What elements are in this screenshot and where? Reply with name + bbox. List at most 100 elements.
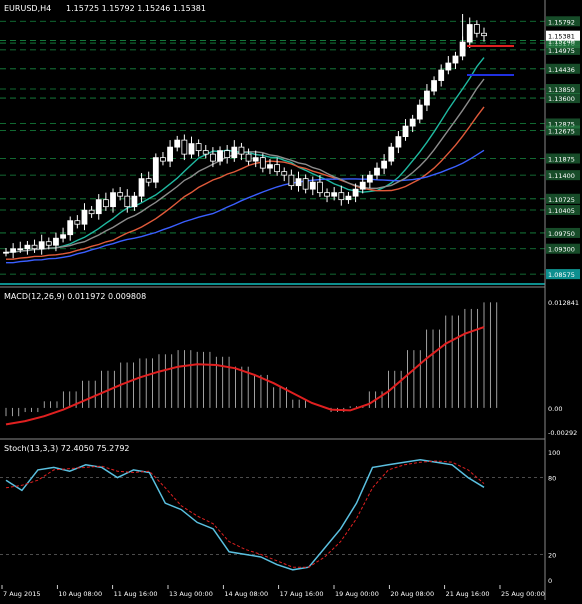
candle-body <box>409 118 416 127</box>
candle-body <box>31 244 38 250</box>
price-label-bg <box>546 243 580 254</box>
candle-body <box>331 192 338 197</box>
support-price-label: 1.08575 <box>548 271 575 279</box>
candle-body <box>317 181 323 194</box>
level-lines[interactable] <box>467 45 514 76</box>
candle-body <box>402 125 409 138</box>
time-label: 10 Aug 08:00 <box>58 590 102 598</box>
macd-panel[interactable] <box>0 289 545 437</box>
time-label: 19 Aug 00:00 <box>335 590 379 598</box>
price-label: 1.11400 <box>548 172 575 180</box>
candle-body <box>274 164 281 173</box>
price-label: 1.15792 <box>548 18 575 26</box>
price-label: 1.13600 <box>548 95 575 103</box>
candle-body <box>224 150 231 159</box>
moving-average-line <box>6 106 485 260</box>
candle-body <box>431 80 437 92</box>
price-label-bg <box>546 63 580 74</box>
candle-body <box>345 195 352 201</box>
macd-scale-label: 0.012841 <box>548 299 579 307</box>
candle-body <box>217 150 223 162</box>
price-label-bg <box>546 93 580 104</box>
price-label: 1.12675 <box>548 127 575 135</box>
time-label: 13 Aug 00:00 <box>169 590 213 598</box>
candle-body <box>74 220 81 225</box>
candle-body <box>45 241 52 246</box>
candle-body <box>388 146 395 162</box>
price-label: 1.10725 <box>548 196 575 204</box>
candle-body <box>17 248 24 251</box>
macd-histogram <box>5 302 498 417</box>
candle-body <box>124 195 131 208</box>
candle-body <box>110 192 116 208</box>
candle-body <box>466 24 473 43</box>
candle-body <box>209 153 216 162</box>
candle-body <box>324 192 330 197</box>
candle-body <box>416 104 423 120</box>
candle-body <box>152 157 159 183</box>
candle-body <box>81 209 88 225</box>
candle-body <box>395 136 402 148</box>
candle-body <box>381 160 388 169</box>
candle-body <box>231 146 238 159</box>
price-label-bg <box>546 205 580 216</box>
price-label: 1.12875 <box>548 120 575 128</box>
candle-body <box>188 143 195 155</box>
candle-body <box>295 178 302 187</box>
price-label: 1.10405 <box>548 207 575 215</box>
macd-title: MACD(12,26,9) 0.011972 0.009808 <box>4 292 146 301</box>
candle-body <box>267 164 273 169</box>
price-grid <box>0 20 545 275</box>
candle-body <box>252 157 259 162</box>
time-label: 7 Aug 2015 <box>3 590 41 598</box>
price-label: 1.09300 <box>548 246 575 254</box>
price-label-bg <box>546 84 580 95</box>
price-label-bg <box>546 16 580 27</box>
current-price-label: 1.15381 <box>548 33 575 41</box>
time-label: 20 Aug 08:00 <box>390 590 434 598</box>
ohlc-values: 1.15725 1.15792 1.15246 1.15381 <box>66 4 206 13</box>
candle-body <box>117 192 124 197</box>
time-label: 21 Aug 16:00 <box>446 590 490 598</box>
stoch-panel[interactable] <box>0 441 545 585</box>
stoch-title: Stoch(13,3,3) 72.4050 75.2792 <box>4 444 130 453</box>
candle-body <box>281 171 288 176</box>
candle-body <box>24 244 31 250</box>
stoch-main-line <box>5 458 485 571</box>
candle-body <box>338 192 345 201</box>
candle-body <box>167 146 173 162</box>
candle-body <box>138 178 145 197</box>
candle-body <box>60 234 66 239</box>
candle-body <box>174 139 181 148</box>
price-label: 1.09750 <box>548 230 575 238</box>
candle-body <box>374 167 380 176</box>
candle-body <box>481 32 487 37</box>
moving-average-line <box>6 149 485 264</box>
stoch-scale-label: 100 <box>548 449 560 457</box>
candle-body <box>102 199 109 208</box>
candle-body <box>438 69 445 81</box>
macd-scale-label: -0.00292 <box>548 429 577 437</box>
candle-body <box>452 55 459 64</box>
price-label-bg <box>546 44 580 55</box>
candle-body <box>88 209 95 215</box>
price-label: 1.14975 <box>548 47 575 55</box>
stoch-scale: 100 80 20 0 <box>548 449 560 585</box>
candle-body <box>95 199 102 215</box>
macd-scale-label: 0.00 <box>548 405 562 413</box>
candle-body <box>145 178 152 183</box>
candle-body <box>238 146 245 155</box>
time-label: 17 Aug 16:00 <box>280 590 324 598</box>
stoch-signal-line <box>5 460 485 568</box>
stoch-levels <box>0 477 545 555</box>
price-label: 1.11875 <box>548 156 575 164</box>
candles <box>3 14 487 259</box>
candle-body <box>160 157 166 162</box>
candle-body <box>181 139 188 155</box>
candle-body <box>352 188 359 197</box>
candle-body <box>445 62 452 71</box>
candle-body <box>309 181 316 190</box>
candle-body <box>366 174 373 183</box>
